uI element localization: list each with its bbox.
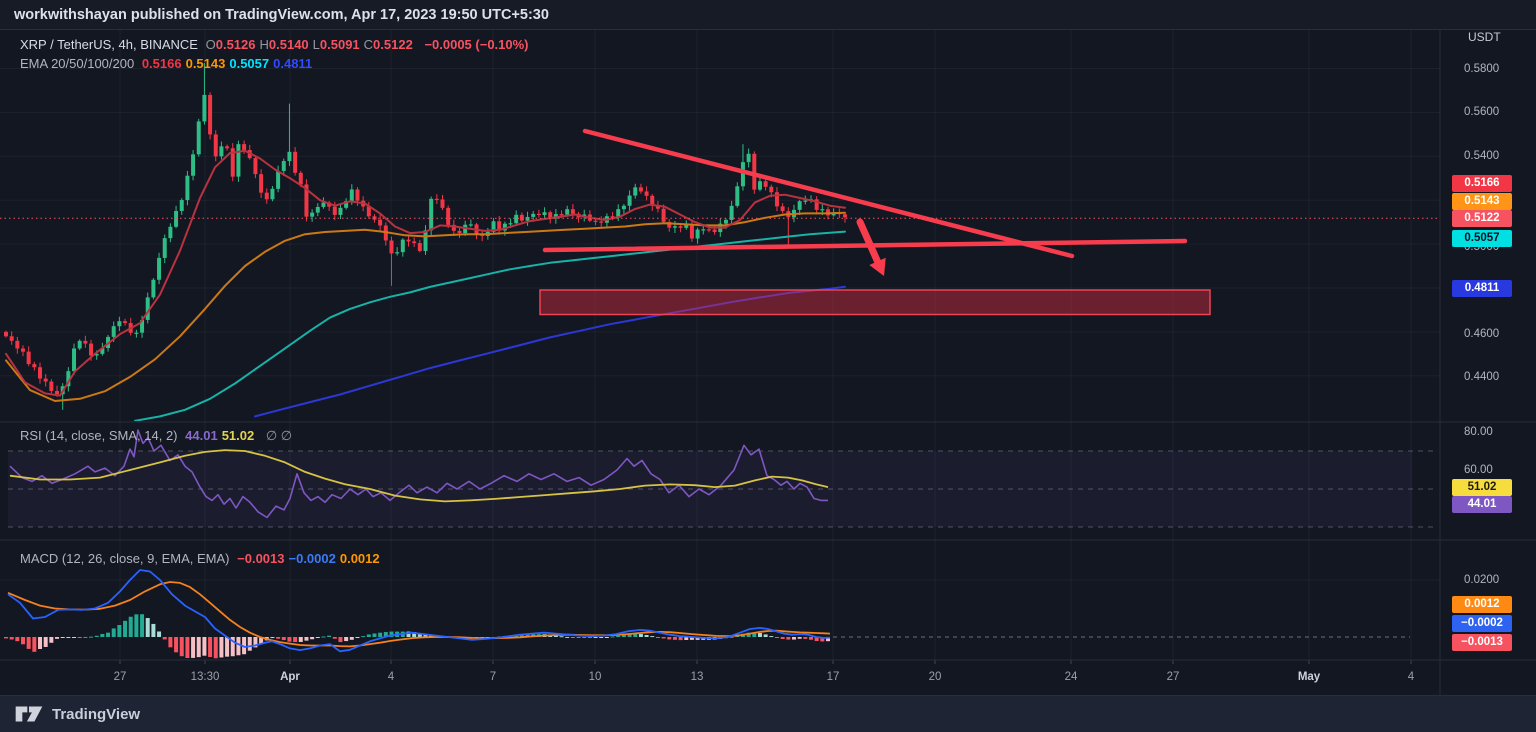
symbol-title: XRP / TetherUS, 4h, BINANCE (20, 37, 198, 52)
ema-legend[interactable]: EMA 20/50/100/200 0.5166 0.5143 0.5057 0.48… (20, 56, 320, 71)
time-axis-label: 24 (1064, 671, 1078, 683)
macd-value: 0.0012 (339, 551, 380, 566)
time-axis-label: 10 (588, 671, 602, 683)
publish-bar: workwithshayan published on TradingView.… (0, 0, 1536, 30)
tradingview-logo-icon[interactable] (14, 703, 44, 725)
macd-axis-badge: −0.0002 (1452, 614, 1512, 632)
macd-axis-badge: 0.0012 (1452, 595, 1512, 613)
gridlines (0, 30, 1440, 664)
ohlc-key: O (205, 37, 216, 52)
macd-legend[interactable]: MACD (12, 26, close, 9, EMA, EMA) −0.001… (20, 551, 388, 566)
price-axis-badge: 0.5166 (1452, 174, 1512, 192)
ohlc-value: 0.5091 (319, 37, 360, 52)
price-axis-label: 0.5800 (1464, 63, 1500, 75)
ema200-line (254, 285, 846, 418)
rsi-null-symbols: ∅ ∅ (265, 428, 293, 443)
macd-values: −0.0013 −0.0002 0.0012 (237, 551, 383, 566)
macd-histogram (4, 614, 830, 659)
ema50-line (5, 211, 846, 402)
ohlc-key: C (363, 37, 374, 52)
rsi-axis-label: 60.00 (1464, 464, 1493, 476)
price-axis-label: 0.4400 (1464, 371, 1500, 383)
price-axis-label: 0.5600 (1464, 106, 1500, 118)
rsi-axis-badge: 51.02 (1452, 478, 1512, 496)
time-axis-label: 27 (113, 671, 127, 683)
breakdown-arrow[interactable] (856, 218, 886, 276)
ema-values: 0.5166 0.5143 0.5057 0.4811 (142, 56, 316, 71)
price-axis-currency: USDT (1468, 30, 1501, 44)
ema-value: 0.5143 (185, 56, 226, 71)
descending-trendline[interactable] (582, 128, 1075, 259)
rsi-sma-line (9, 449, 829, 503)
rsi-values: 44.01 51.02 (185, 428, 258, 443)
time-axis-label: May (1297, 671, 1321, 683)
time-axis-label: 4 (387, 671, 395, 683)
time-axis-label: Apr (280, 671, 300, 683)
time-axis-label: 20 (928, 671, 942, 683)
price-axis-label: 0.5400 (1464, 150, 1500, 162)
ema-value: 0.4811 (273, 56, 313, 71)
ema100-line (134, 230, 846, 421)
price-axis-badge: 0.5143 (1452, 192, 1512, 210)
time-axis-label: 13:30 (190, 671, 220, 683)
time-axis-label: 17 (826, 671, 840, 683)
macd-label: MACD (12, 26, close, 9, EMA, EMA) (20, 551, 230, 566)
ema-label: EMA 20/50/100/200 (20, 56, 135, 71)
macd-axis-badge: −0.0013 (1452, 633, 1512, 651)
macd-value: −0.0002 (288, 551, 336, 566)
price-axis-label: 0.4600 (1464, 328, 1500, 340)
time-axis-label: 4 (1407, 671, 1415, 683)
rsi-label: RSI (14, close, SMA, 14, 2) (20, 428, 178, 443)
ema-value: 0.5057 (229, 56, 270, 71)
macd-value: −0.0013 (237, 551, 285, 566)
time-axis-label: 7 (489, 671, 497, 683)
ohlc-key: L (312, 37, 320, 52)
price-axis-badge: 0.4811 (1452, 279, 1512, 297)
publish-text: workwithshayan published on TradingView.… (14, 6, 549, 23)
change-text: −0.0005 (−0.10%) (424, 37, 529, 52)
time-axis-label: 27 (1166, 671, 1180, 683)
ohlc-value: 0.5140 (268, 37, 309, 52)
rsi-zone-band (8, 450, 1437, 528)
rsi-axis-badge: 44.01 (1452, 495, 1512, 513)
tradingview-brand-text[interactable]: TradingView (52, 705, 141, 723)
ohlc-value: 0.5122 (373, 37, 413, 52)
symbol-legend[interactable]: XRP / TetherUS, 4h, BINANCE O0.5126 H0.51… (20, 37, 533, 52)
macd-axis-label: 0.0200 (1464, 574, 1500, 586)
macd-signal-line (7, 581, 831, 648)
horizontal-support-line[interactable] (542, 238, 1188, 253)
rsi-axis-label: 80.00 (1464, 426, 1493, 438)
rsi-line (9, 429, 828, 519)
rsi-value: 51.02 (221, 428, 255, 443)
ohlc-value: 0.5126 (215, 37, 256, 52)
price-axis-badge: 0.5122 (1452, 209, 1512, 227)
rsi-legend[interactable]: RSI (14, close, SMA, 14, 2) 44.01 51.02 ∅… (20, 428, 296, 444)
macd-line (7, 569, 831, 653)
ema-value: 0.5166 (141, 56, 182, 71)
supply-zone-rectangle[interactable] (539, 289, 1211, 316)
footer-bar: TradingView (0, 695, 1536, 732)
ema20-line (5, 149, 846, 397)
price-axis-badge: 0.5057 (1452, 229, 1512, 247)
ohlc-key: H (259, 37, 269, 52)
time-axis-label: 13 (690, 671, 704, 683)
rsi-value: 44.01 (185, 428, 218, 443)
ohlc-values: O0.5126 H0.5140 L0.5091 C0.5122 (206, 37, 417, 52)
